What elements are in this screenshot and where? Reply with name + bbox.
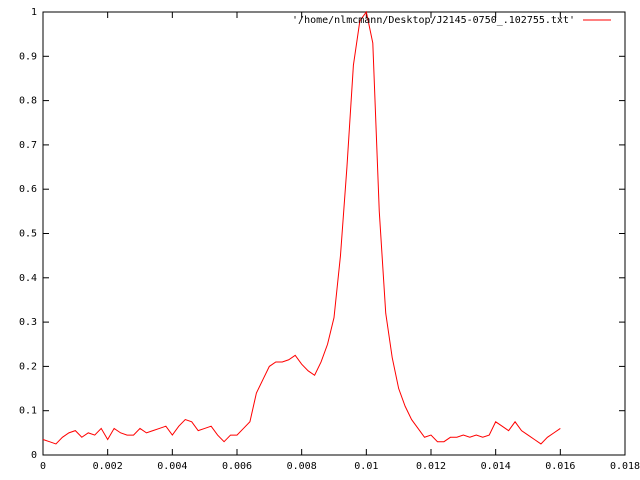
x-tick-label: 0.002 bbox=[93, 461, 123, 472]
legend-label: '/home/nlmcmann/Desktop/J2145-0750_.1027… bbox=[292, 15, 575, 26]
x-tick-label: 0.014 bbox=[481, 461, 511, 472]
x-tick-label: 0.01 bbox=[354, 461, 378, 472]
x-tick-label: 0.018 bbox=[610, 461, 640, 472]
y-tick-label: 0.2 bbox=[19, 361, 37, 372]
y-tick-label: 0.5 bbox=[19, 229, 37, 240]
y-tick-label: 0 bbox=[31, 450, 37, 461]
x-tick-label: 0.004 bbox=[157, 461, 187, 472]
x-tick-label: 0.006 bbox=[222, 461, 252, 472]
y-tick-label: 0.7 bbox=[19, 140, 37, 151]
y-tick-label: 0.8 bbox=[19, 96, 37, 107]
plot-border bbox=[42, 11, 626, 456]
x-tick-label: 0.008 bbox=[287, 461, 317, 472]
y-tick-label: 0.3 bbox=[19, 317, 37, 328]
y-tick-label: 1 bbox=[31, 7, 37, 18]
x-tick-label: 0 bbox=[40, 461, 46, 472]
y-tick-label: 0.1 bbox=[19, 406, 37, 417]
y-tick-label: 0.6 bbox=[19, 184, 37, 195]
y-tick-label: 0.4 bbox=[19, 273, 37, 284]
y-tick-label: 0.9 bbox=[19, 51, 37, 62]
x-tick-label: 0.012 bbox=[416, 461, 446, 472]
x-tick-label: 0.016 bbox=[545, 461, 575, 472]
data-line bbox=[42, 10, 561, 445]
